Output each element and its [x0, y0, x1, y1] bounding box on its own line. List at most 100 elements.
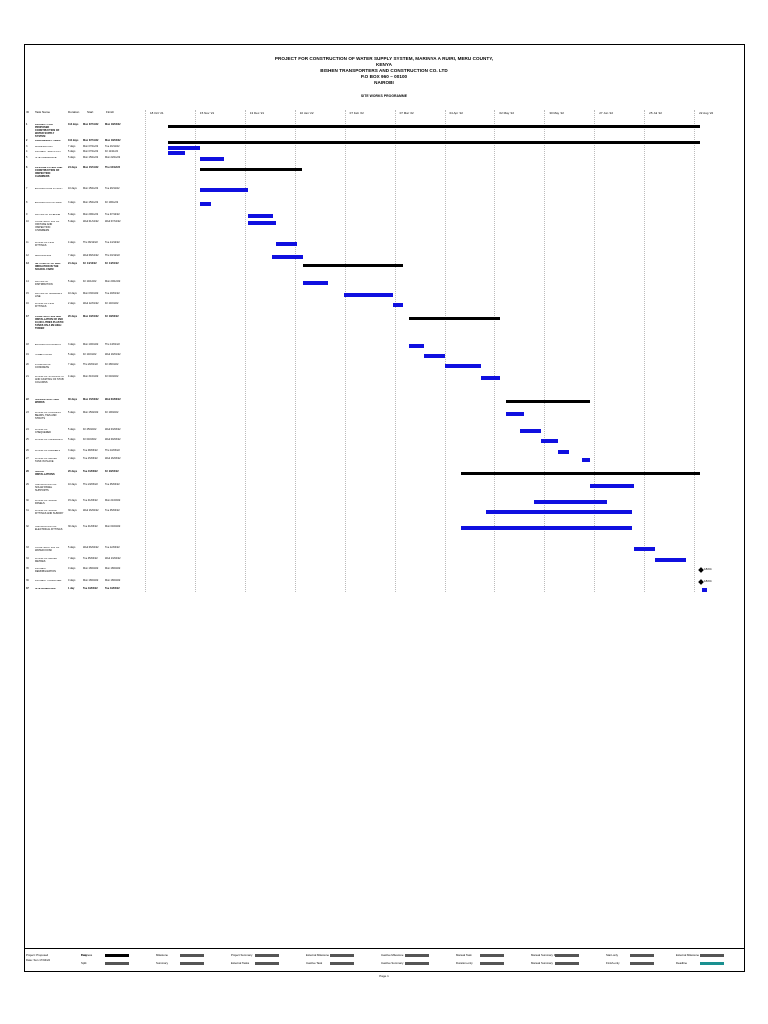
cell-start: Mon 10/01/22 [83, 343, 99, 346]
cell-start: Thu 24/03/22 [83, 483, 98, 486]
cell-finish: Wed 16/03/22 [105, 457, 121, 460]
cell-start: Wed 16/02/22 [83, 509, 99, 512]
cell-name: FIXING OF HANDRAILS [35, 439, 63, 441]
header-finish: Finish [106, 110, 115, 114]
cell-id: 7 [26, 187, 28, 190]
task-bar[interactable] [200, 157, 224, 161]
task-bar[interactable] [541, 439, 558, 443]
cell-name: PRELIMINARY ITEMS [35, 140, 61, 142]
cell-duration: 30 days [68, 509, 77, 512]
summary-bar[interactable] [506, 400, 590, 403]
task-bar[interactable] [461, 526, 632, 530]
grid-line [644, 110, 646, 592]
legend-label: Milestone [156, 953, 168, 957]
cell-id: 8 [26, 201, 28, 204]
task-bar[interactable] [276, 242, 297, 246]
cell-duration: 7 days [68, 254, 76, 257]
task-bar[interactable] [344, 293, 393, 297]
legend-date: Date: Sun 17/04/22 [26, 958, 51, 962]
cell-duration: 5 days [68, 213, 76, 216]
title-line-5: NAIROBI [374, 80, 394, 85]
cell-name: EXCAVATION WORKS [35, 344, 61, 346]
cell-duration: 116 days [68, 139, 79, 142]
cell-duration: 3 days [68, 343, 76, 346]
month-label: 13 Dec '21 [249, 111, 265, 115]
legend-label: Deadline [676, 961, 688, 965]
task-bar[interactable] [702, 588, 707, 592]
task-bar[interactable] [200, 188, 248, 192]
task-bar[interactable] [424, 354, 445, 358]
cell-id: 12 [26, 254, 29, 257]
cell-name: INSTALLATION OF SOLAR PANEL SUPPORTS [35, 484, 57, 492]
cell-duration: 5 days [68, 220, 76, 223]
cell-id: 1 [26, 123, 28, 126]
task-bar[interactable] [409, 344, 424, 348]
task-bar[interactable] [634, 547, 655, 551]
title-line-1: PROJECT FOR CONSTRUCTION OF WATER SUPPLY… [274, 56, 494, 61]
summary-bar[interactable] [200, 168, 302, 171]
task-bar[interactable] [168, 146, 200, 150]
cell-start: Tue 15/03/22 [83, 457, 98, 460]
summary-bar[interactable] [461, 472, 700, 475]
cell-finish: Tue 12/04/22 [105, 546, 120, 549]
cell-finish: Tue 05/04/22 [105, 483, 120, 486]
cell-duration: 15 days [68, 499, 77, 502]
cell-id: 17 [26, 315, 29, 318]
cell-name: INSTALLATION OF ELECTRICAL FITTINGS [35, 526, 63, 531]
task-bar[interactable] [520, 429, 541, 433]
cell-id: 13 [26, 262, 29, 265]
cell-start: Tue 01/03/22 [83, 499, 98, 502]
task-bar[interactable] [272, 255, 303, 259]
cell-name: PROJECT SIGN POST [35, 151, 61, 153]
task-bar[interactable] [486, 510, 632, 514]
cell-finish: Wed 09/03/22 [105, 438, 121, 441]
task-bar[interactable] [582, 458, 590, 462]
task-bar[interactable] [393, 303, 403, 307]
cell-id: 19 [26, 353, 29, 356]
task-bar[interactable] [558, 450, 569, 454]
cell-duration: 3 days [68, 449, 76, 452]
grid-line [344, 110, 346, 592]
cell-name: SITE CLEARANCE [35, 157, 57, 159]
legend-swatch [255, 954, 279, 957]
title-line-3: BISHEN TRANSPORTERS AND CONSTRUCTION CO.… [320, 68, 448, 73]
task-bar[interactable] [168, 151, 185, 155]
task-bar[interactable] [506, 412, 524, 416]
task-bar[interactable] [534, 500, 607, 504]
cell-name: PROJECT FOR PROPOSED CONSTRUCTION OF WAT… [35, 124, 60, 138]
cell-duration: 2 days [68, 302, 76, 305]
cell-start: Mon 07/11/22 [83, 145, 99, 148]
cell-finish: Mon 20/12/22 [105, 280, 121, 283]
legend-swatch [480, 962, 504, 965]
task-bar[interactable] [248, 221, 276, 225]
task-bar[interactable] [445, 364, 481, 368]
summary-bar[interactable] [303, 264, 403, 267]
task-bar[interactable] [590, 484, 634, 488]
month-label: 27 Jun '22 [599, 111, 614, 115]
task-bar[interactable] [655, 558, 686, 562]
cell-duration: 5 days [68, 156, 76, 159]
cell-finish: Fri 19/11/22 [105, 201, 119, 204]
summary-bar[interactable] [168, 125, 700, 128]
legend: Project: Proposed Date: Sun 17/04/22 Tas… [24, 948, 745, 973]
task-bar[interactable] [200, 202, 211, 206]
grid-line [294, 110, 296, 592]
task-bar[interactable] [248, 214, 273, 218]
summary-bar[interactable] [168, 141, 700, 144]
cell-name: LAYING OF DISTRIBUTION [35, 281, 53, 286]
cell-id: 6 [26, 166, 28, 169]
milestone-label: 18/04 [704, 567, 712, 571]
header-start: Start [87, 110, 94, 114]
task-bar[interactable] [303, 281, 328, 285]
cell-start: Wed 01/12/22 [83, 220, 99, 223]
cell-id: 3 [26, 145, 28, 148]
cell-finish: Mon 18/04/22 [105, 579, 121, 582]
header-id: ID [26, 110, 29, 114]
legend-swatch [555, 954, 579, 957]
summary-bar[interactable] [409, 317, 500, 320]
task-bar[interactable] [481, 376, 500, 380]
cell-finish: Fri 29/04/22 [105, 470, 119, 473]
cell-name: PROJECT HANDOVER [35, 580, 62, 582]
cell-finish: Tue 29/11/22 [105, 187, 120, 190]
cell-name: SETTING UP OF DRIP IRRIGATION IN THE SCH… [35, 263, 61, 271]
